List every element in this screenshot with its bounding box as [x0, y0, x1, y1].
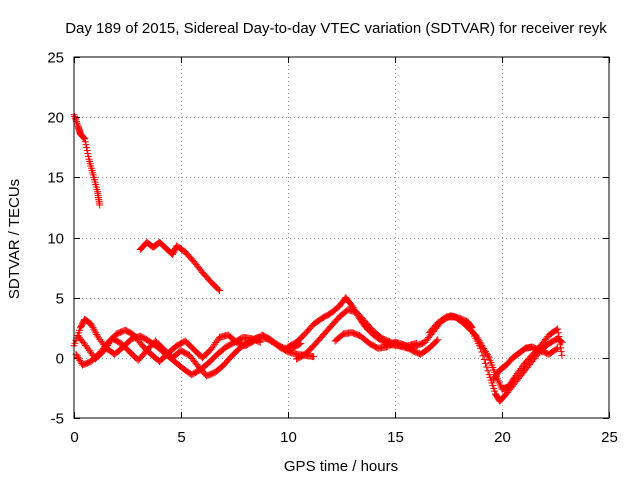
y-tick-label: -5: [51, 411, 64, 428]
data-point: [480, 356, 488, 364]
x-tick-label: 20: [494, 429, 511, 446]
data-point: [554, 325, 562, 333]
series-track-b: [136, 238, 224, 294]
grid: [74, 57, 609, 418]
data-point: [552, 345, 560, 353]
tick-labels: 0 5 10 15 20 25 -5 0 5 10 15 20 25: [47, 50, 618, 447]
series-track-h: [331, 329, 442, 358]
chart-title: Day 189 of 2015, Sidereal Day-to-day VTE…: [65, 20, 607, 37]
data-point: [81, 138, 89, 146]
data-point: [434, 336, 442, 344]
data-point: [214, 285, 222, 293]
data-point: [84, 149, 92, 157]
data-point: [481, 359, 489, 367]
data-point: [555, 336, 563, 344]
data-point: [83, 144, 91, 152]
x-tick-label: 10: [280, 429, 297, 446]
data-point: [557, 337, 565, 345]
x-tick-label: 5: [177, 429, 185, 446]
series-track-e: [74, 332, 305, 380]
data-point: [554, 329, 562, 337]
x-tick-label: 0: [70, 429, 78, 446]
y-tick-label: 20: [47, 110, 64, 127]
y-tick-label: 5: [56, 291, 64, 308]
data-point: [556, 340, 564, 348]
data-point: [554, 344, 562, 352]
data-point: [83, 147, 91, 155]
data-point: [216, 286, 224, 294]
data-point: [484, 352, 492, 360]
data-point: [484, 367, 492, 375]
data-point: [558, 351, 566, 359]
y-tick-label: 10: [47, 231, 64, 248]
x-tick-label: 25: [601, 429, 618, 446]
data-point: [483, 363, 491, 371]
x-tick-label: 15: [387, 429, 404, 446]
data-point: [84, 152, 92, 160]
data-points: [70, 111, 566, 405]
x-axis-label: GPS time / hours: [284, 458, 398, 475]
series-track-k: [489, 343, 562, 383]
data-point: [555, 333, 563, 341]
data-point: [81, 135, 89, 143]
series-track-a: [70, 111, 104, 209]
data-point: [71, 114, 79, 122]
y-axis-label: SDTVAR / TECUs: [6, 179, 23, 299]
data-point: [80, 134, 88, 142]
y-tick-label: 15: [47, 170, 64, 187]
y-tick-label: 0: [56, 351, 64, 368]
data-point: [71, 112, 79, 120]
data-point: [433, 337, 441, 345]
data-point: [82, 141, 90, 149]
data-point: [557, 348, 565, 356]
data-point: [79, 133, 87, 141]
data-point: [96, 201, 104, 209]
data-point: [310, 353, 318, 361]
data-point: [73, 119, 81, 127]
y-tick-label: 25: [47, 50, 64, 67]
plot-frame: [73, 56, 610, 419]
